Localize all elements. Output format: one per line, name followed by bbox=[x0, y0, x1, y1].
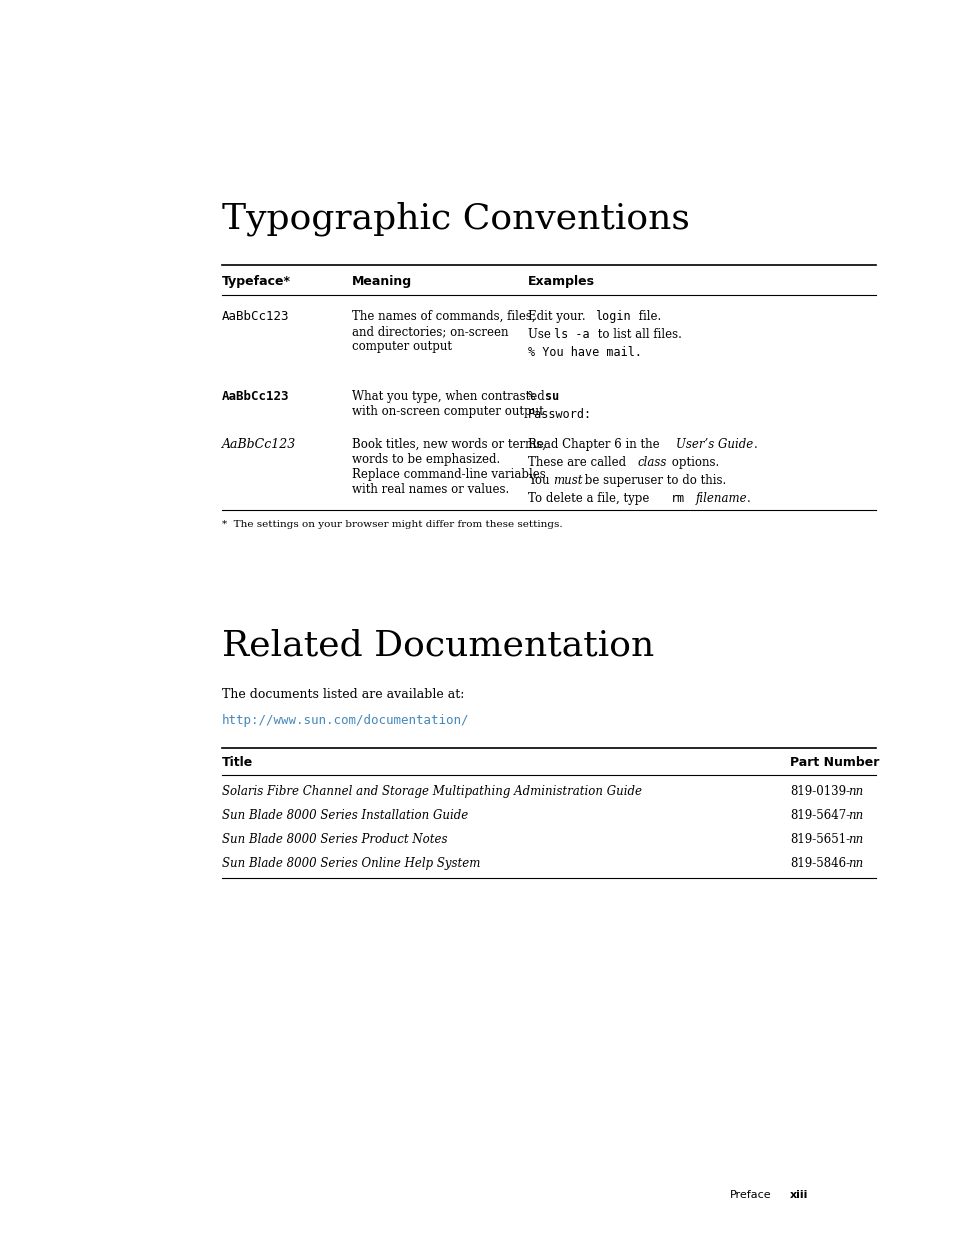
Text: You: You bbox=[527, 474, 553, 487]
Text: AaBbCc123: AaBbCc123 bbox=[222, 390, 289, 403]
Text: The documents listed are available at:: The documents listed are available at: bbox=[222, 688, 464, 701]
Text: nn: nn bbox=[847, 832, 862, 846]
Text: Typeface*: Typeface* bbox=[222, 275, 291, 288]
Text: The names of commands, files,
and directories; on-screen
computer output: The names of commands, files, and direct… bbox=[352, 310, 535, 353]
Text: These are called: These are called bbox=[527, 456, 629, 469]
Text: rm: rm bbox=[670, 492, 684, 505]
Text: ls -a: ls -a bbox=[554, 329, 589, 341]
Text: filename: filename bbox=[696, 492, 747, 505]
Text: % You have mail.: % You have mail. bbox=[527, 346, 641, 359]
Text: .: . bbox=[753, 438, 757, 451]
Text: class: class bbox=[637, 456, 666, 469]
Text: Related Documentation: Related Documentation bbox=[222, 629, 654, 662]
Text: http://www.sun.com/documentation/: http://www.sun.com/documentation/ bbox=[222, 714, 469, 727]
Text: User’s Guide: User’s Guide bbox=[676, 438, 753, 451]
Text: Book titles, new words or terms,
words to be emphasized.
Replace command-line va: Book titles, new words or terms, words t… bbox=[352, 438, 545, 496]
Text: to list all files.: to list all files. bbox=[594, 329, 681, 341]
Text: Password:: Password: bbox=[527, 408, 592, 421]
Text: Examples: Examples bbox=[527, 275, 595, 288]
Text: options.: options. bbox=[667, 456, 719, 469]
Text: Sun Blade 8000 Series Product Notes: Sun Blade 8000 Series Product Notes bbox=[222, 832, 447, 846]
Text: To delete a file, type: To delete a file, type bbox=[527, 492, 653, 505]
Text: What you type, when contrasted
with on-screen computer output: What you type, when contrasted with on-s… bbox=[352, 390, 544, 417]
Text: Solaris Fibre Channel and Storage Multipathing Administration Guide: Solaris Fibre Channel and Storage Multip… bbox=[222, 785, 641, 798]
Text: Sun Blade 8000 Series Online Help System: Sun Blade 8000 Series Online Help System bbox=[222, 857, 480, 869]
Text: Part Number: Part Number bbox=[789, 756, 879, 769]
Text: nn: nn bbox=[847, 785, 862, 798]
Text: 819-5846-: 819-5846- bbox=[789, 857, 849, 869]
Text: Typographic Conventions: Typographic Conventions bbox=[222, 203, 689, 236]
Text: %: % bbox=[527, 390, 541, 403]
Text: *  The settings on your browser might differ from these settings.: * The settings on your browser might dif… bbox=[222, 520, 562, 529]
Text: Sun Blade 8000 Series Installation Guide: Sun Blade 8000 Series Installation Guide bbox=[222, 809, 468, 823]
Text: nn: nn bbox=[847, 857, 862, 869]
Text: Use: Use bbox=[527, 329, 554, 341]
Text: 819-0139-: 819-0139- bbox=[789, 785, 849, 798]
Text: xiii: xiii bbox=[789, 1191, 807, 1200]
Text: Title: Title bbox=[222, 756, 253, 769]
Text: Meaning: Meaning bbox=[352, 275, 412, 288]
Text: su: su bbox=[544, 390, 558, 403]
Text: AaBbCc123: AaBbCc123 bbox=[222, 310, 289, 324]
Text: 819-5647-: 819-5647- bbox=[789, 809, 849, 823]
Text: login: login bbox=[595, 310, 630, 324]
Text: 819-5651-: 819-5651- bbox=[789, 832, 849, 846]
Text: .: . bbox=[746, 492, 750, 505]
Text: must: must bbox=[553, 474, 582, 487]
Text: nn: nn bbox=[847, 809, 862, 823]
Text: Read Chapter 6 in the: Read Chapter 6 in the bbox=[527, 438, 662, 451]
Text: Preface: Preface bbox=[729, 1191, 771, 1200]
Text: AaBbCc123: AaBbCc123 bbox=[222, 438, 296, 451]
Text: Edit your.: Edit your. bbox=[527, 310, 585, 324]
Text: be superuser to do this.: be superuser to do this. bbox=[580, 474, 725, 487]
Text: file.: file. bbox=[635, 310, 660, 324]
